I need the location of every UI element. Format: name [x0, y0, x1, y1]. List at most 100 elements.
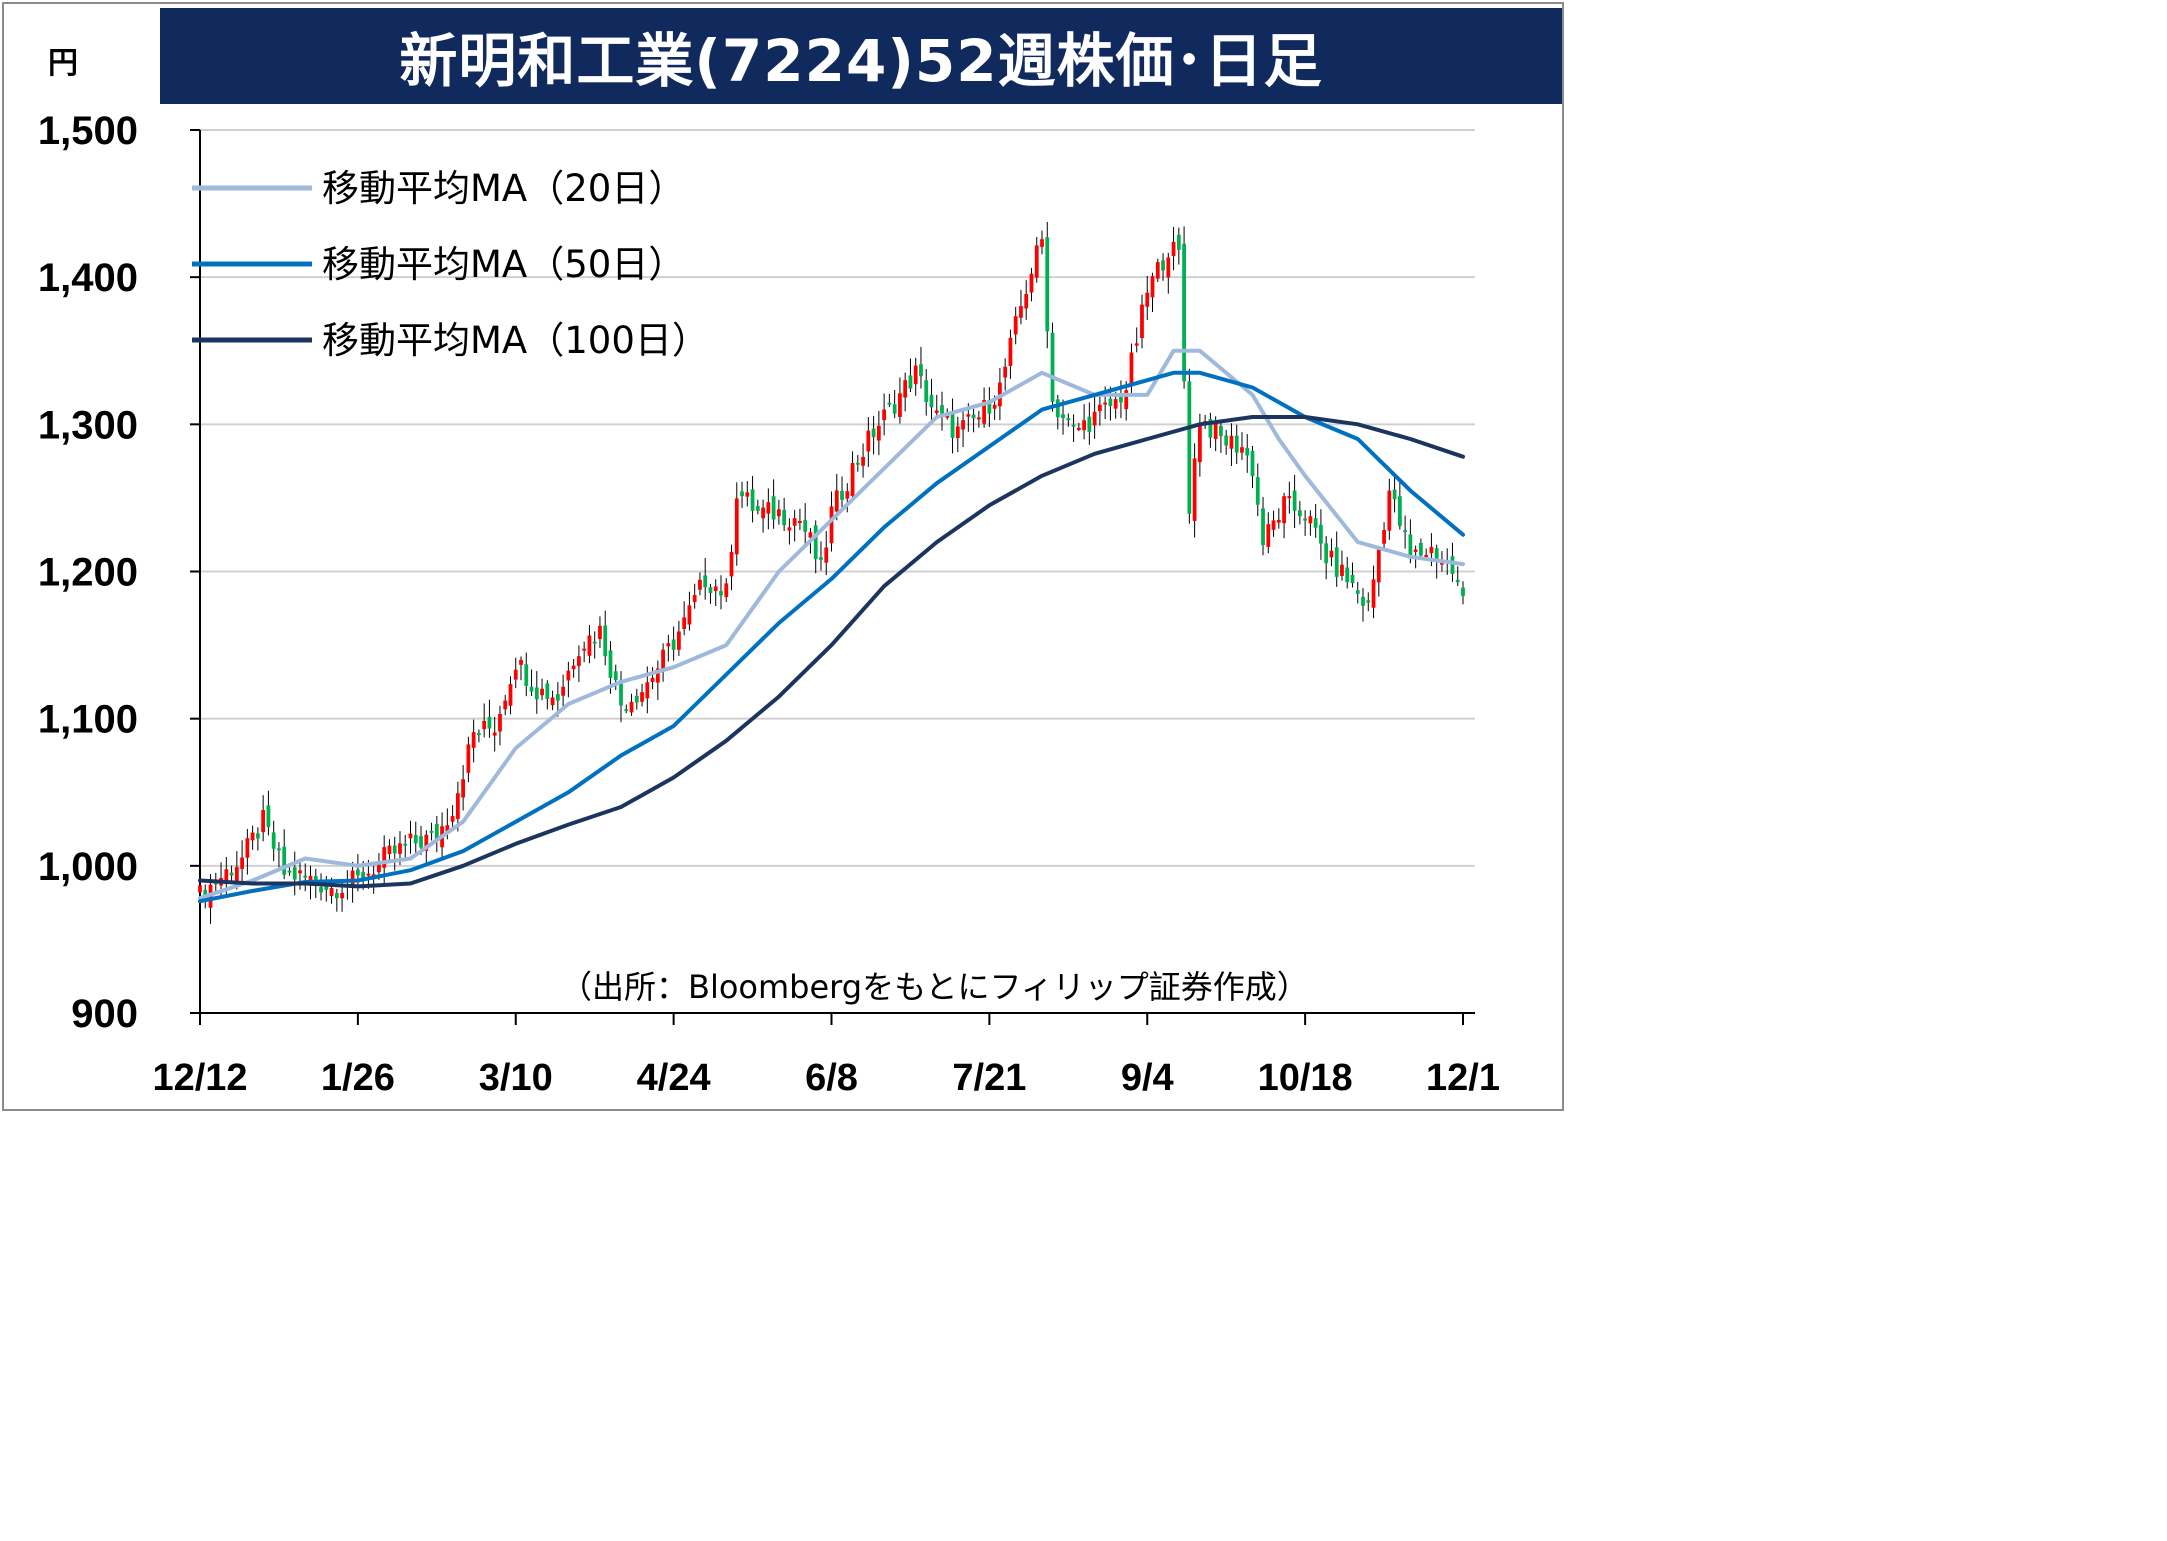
- candle-body: [398, 843, 402, 854]
- candle-body: [840, 490, 844, 500]
- candle-body: [503, 700, 508, 710]
- x-tick-label: 12/12: [152, 1057, 247, 1099]
- candle-body: [377, 861, 381, 873]
- candle-body: [1340, 564, 1344, 576]
- ma-line-2: [198, 415, 1465, 889]
- candle-body: [1266, 524, 1271, 547]
- candle-body: [1276, 519, 1281, 523]
- candle-body: [1297, 510, 1302, 517]
- y-tick-label: 1,300: [38, 403, 138, 447]
- candle-body: [661, 649, 665, 670]
- x-tick-label: 9/4: [1121, 1057, 1174, 1099]
- candle-body: [1382, 530, 1386, 544]
- candle-body: [719, 591, 723, 596]
- candle-body: [1271, 520, 1276, 530]
- y-tick-label: 1,400: [38, 256, 138, 300]
- candle-body: [292, 867, 297, 880]
- candle-body: [1245, 447, 1250, 456]
- candle-body: [571, 665, 576, 670]
- candle-body: [529, 686, 534, 692]
- candle-body: [334, 892, 339, 899]
- candle-body: [976, 417, 981, 420]
- candle-body: [434, 823, 439, 842]
- candle-body: [234, 867, 239, 882]
- x-tick-label: 1/26: [321, 1057, 395, 1099]
- candle-body: [871, 428, 876, 438]
- candle-body: [487, 716, 492, 729]
- candle-body: [766, 502, 771, 514]
- y-tick-label: 1,000: [38, 845, 138, 889]
- candle-body: [450, 816, 455, 822]
- candle-body: [1134, 343, 1139, 346]
- candle-body: [1392, 489, 1397, 500]
- candle-body: [224, 869, 229, 885]
- candle-body: [1255, 477, 1260, 505]
- candle-body: [1098, 404, 1102, 412]
- candle-body: [1292, 490, 1297, 511]
- candle-body: [403, 843, 408, 846]
- x-tick-label: 10/18: [1258, 1057, 1353, 1099]
- candle-body: [1461, 587, 1465, 597]
- candle-body: [592, 641, 597, 644]
- y-tick-label: 1,500: [38, 109, 138, 153]
- candle-body: [945, 415, 950, 418]
- candle-body: [1161, 260, 1165, 271]
- source-note: （出所：Bloombergをもとにフィリップ証券作成）: [560, 968, 1309, 1006]
- candle-body: [934, 410, 939, 414]
- candle-body: [392, 845, 397, 854]
- candle-body: [750, 489, 755, 511]
- candle-body: [855, 462, 860, 465]
- candle-body: [461, 779, 466, 798]
- candle-body: [277, 848, 281, 851]
- candle-body: [650, 677, 655, 683]
- candle-body: [1040, 239, 1044, 247]
- candle-body: [745, 492, 750, 497]
- candle-body: [1387, 490, 1392, 531]
- candle-body: [308, 875, 313, 883]
- candle-body: [1355, 590, 1360, 594]
- candle-body: [1113, 399, 1118, 409]
- candle-body: [961, 420, 965, 430]
- candle-body: [834, 490, 839, 512]
- candle-body: [256, 833, 260, 839]
- candle-body: [1250, 450, 1255, 477]
- candle-body: [1045, 237, 1050, 332]
- candle-body: [850, 463, 855, 497]
- candle-body: [892, 404, 897, 414]
- candle-body: [508, 684, 513, 706]
- candle-body: [1103, 402, 1108, 405]
- y-tick-label: 1,200: [38, 551, 138, 595]
- candle-body: [940, 405, 944, 415]
- candle-body: [845, 491, 850, 499]
- candle-body: [355, 869, 360, 876]
- candle-body: [598, 625, 602, 640]
- legend-label-0: 移動平均MA（20日）: [322, 167, 685, 210]
- candle-body: [1455, 579, 1460, 583]
- candle-body: [1397, 496, 1402, 527]
- stock-chart: 900 1,000 1,100 1,200 1,300 1,400 1,500 12/12 1…: [38, 109, 1500, 1099]
- candle-body: [1187, 381, 1192, 514]
- candle-body: [1224, 435, 1229, 446]
- candle-body: [966, 414, 971, 417]
- candle-body: [703, 575, 708, 588]
- candle-body: [1350, 574, 1355, 584]
- candle-body: [1376, 549, 1381, 583]
- candle-body: [555, 694, 560, 701]
- candle-body: [876, 425, 881, 441]
- candle-body: [1345, 567, 1350, 583]
- candle-body: [1129, 352, 1134, 383]
- candle-body: [898, 393, 902, 417]
- candle-body: [329, 888, 334, 897]
- candle-body: [1082, 420, 1086, 431]
- candle-body: [1419, 542, 1423, 556]
- candle-body: [498, 713, 502, 732]
- candle-body: [298, 870, 302, 874]
- candle-body: [724, 583, 729, 598]
- candle-body: [1087, 416, 1092, 432]
- candle-body: [524, 664, 529, 686]
- candle-body: [271, 832, 276, 849]
- candle-body: [919, 364, 923, 377]
- candle-body: [366, 873, 371, 876]
- candle-body: [971, 414, 976, 419]
- candle-body: [603, 625, 608, 657]
